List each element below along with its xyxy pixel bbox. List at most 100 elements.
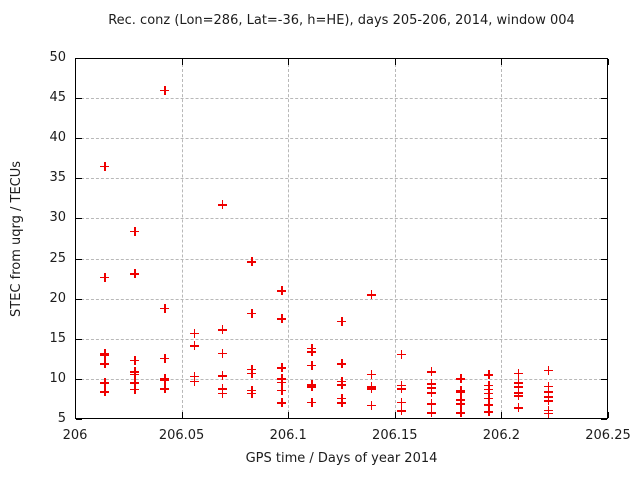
data-point-marker bbox=[189, 376, 199, 386]
data-point-marker bbox=[247, 368, 257, 378]
y-axis-tick-mirror bbox=[601, 419, 607, 420]
data-point-marker bbox=[130, 269, 140, 279]
data-point-marker bbox=[426, 367, 436, 377]
x-axis-tick bbox=[501, 412, 503, 418]
data-point-marker bbox=[543, 408, 553, 418]
gridline-vertical bbox=[288, 59, 290, 418]
data-point-marker bbox=[396, 349, 406, 359]
data-point-marker bbox=[543, 387, 553, 397]
gridline-horizontal bbox=[76, 138, 607, 140]
data-point-marker bbox=[543, 396, 553, 406]
data-point-marker bbox=[484, 393, 494, 403]
y-axis-tick-mirror bbox=[601, 258, 607, 260]
data-point-marker bbox=[100, 378, 110, 388]
data-point-marker bbox=[130, 355, 140, 365]
data-point-marker bbox=[456, 408, 466, 418]
y-tick-label: 15 bbox=[49, 330, 66, 346]
gridline-vertical bbox=[501, 59, 503, 418]
y-axis-tick-mirror bbox=[601, 338, 607, 340]
data-point-marker bbox=[100, 350, 110, 360]
data-point-marker bbox=[307, 382, 317, 392]
data-point-marker bbox=[130, 378, 140, 388]
x-axis-tick-mirror bbox=[181, 59, 183, 65]
data-point-marker bbox=[277, 398, 287, 408]
x-axis-tick bbox=[608, 412, 609, 418]
y-axis-tick-mirror bbox=[601, 98, 607, 100]
data-point-marker bbox=[337, 359, 346, 369]
data-point-marker bbox=[366, 369, 376, 379]
x-tick-label: 206 bbox=[62, 428, 88, 443]
data-point-marker bbox=[366, 400, 376, 410]
data-point-marker bbox=[426, 399, 436, 409]
y-axis-tick bbox=[76, 338, 82, 340]
x-tick-label: 206.25 bbox=[585, 428, 631, 443]
y-tick-label: 30 bbox=[49, 210, 66, 226]
x-tick-label: 206.2 bbox=[482, 428, 520, 443]
data-point-marker bbox=[426, 383, 436, 393]
data-point-marker bbox=[426, 388, 436, 398]
data-point-marker bbox=[100, 161, 110, 171]
data-point-marker bbox=[396, 384, 406, 393]
data-point-marker bbox=[100, 272, 110, 282]
y-tick-label: 10 bbox=[49, 370, 66, 386]
chart-title: Rec. conz (Lon=286, Lat=-36, h=HE), days… bbox=[108, 13, 575, 28]
gridline-horizontal bbox=[76, 338, 607, 340]
x-tick-label: 206.15 bbox=[372, 428, 418, 443]
data-point-marker bbox=[513, 382, 523, 392]
data-point-marker bbox=[189, 371, 199, 381]
y-tick-label: 50 bbox=[49, 50, 66, 65]
data-point-marker bbox=[160, 375, 170, 385]
data-point-marker bbox=[307, 397, 317, 407]
data-point-marker bbox=[217, 325, 227, 335]
y-tick-label: 40 bbox=[49, 130, 66, 146]
data-point-marker bbox=[337, 316, 346, 326]
y-tick-label: 25 bbox=[49, 250, 66, 266]
gridline-horizontal bbox=[76, 218, 607, 220]
y-axis-label: STEC from uqrg / TECUs bbox=[9, 160, 24, 317]
y-axis-tick bbox=[76, 138, 82, 140]
data-point-marker bbox=[277, 385, 287, 395]
data-point-marker bbox=[456, 387, 466, 397]
data-point-marker bbox=[513, 391, 523, 401]
gridline-vertical bbox=[181, 59, 183, 418]
data-point-marker bbox=[100, 387, 110, 397]
data-point-marker bbox=[160, 303, 170, 313]
gridline-horizontal bbox=[76, 298, 607, 300]
x-axis-tick bbox=[394, 412, 396, 418]
data-point-marker bbox=[277, 377, 287, 387]
data-point-marker bbox=[513, 403, 523, 413]
gridline-horizontal bbox=[76, 98, 607, 100]
data-point-marker bbox=[456, 374, 466, 384]
x-axis-tick bbox=[75, 412, 76, 418]
y-tick-label: 20 bbox=[49, 290, 66, 306]
data-point-marker bbox=[247, 388, 257, 398]
data-point-marker bbox=[337, 393, 346, 403]
data-point-marker bbox=[247, 257, 257, 267]
y-axis-tick bbox=[76, 258, 82, 260]
data-point-marker bbox=[337, 380, 346, 389]
data-point-marker bbox=[160, 384, 170, 393]
data-point-marker bbox=[396, 397, 406, 407]
x-axis-tick-mirror bbox=[501, 59, 503, 65]
y-axis-tick bbox=[76, 218, 82, 220]
data-point-marker bbox=[543, 365, 553, 375]
x-axis-tick bbox=[288, 412, 290, 418]
data-point-marker bbox=[160, 353, 170, 363]
data-point-marker bbox=[456, 399, 466, 409]
data-point-marker bbox=[217, 200, 227, 210]
data-point-marker bbox=[189, 341, 199, 351]
data-point-marker bbox=[426, 408, 436, 418]
y-axis-tick-mirror bbox=[601, 218, 607, 220]
gridline-horizontal bbox=[76, 258, 607, 260]
data-point-marker bbox=[160, 85, 170, 95]
data-point-marker bbox=[100, 359, 110, 369]
data-point-marker bbox=[484, 370, 494, 380]
y-tick-label: 45 bbox=[49, 90, 66, 106]
data-point-marker bbox=[217, 348, 227, 358]
gridline-horizontal bbox=[76, 178, 607, 180]
data-point-marker bbox=[484, 388, 494, 398]
y-axis-tick-mirror bbox=[601, 298, 607, 300]
data-point-marker bbox=[307, 347, 317, 357]
x-axis-tick bbox=[181, 412, 183, 418]
